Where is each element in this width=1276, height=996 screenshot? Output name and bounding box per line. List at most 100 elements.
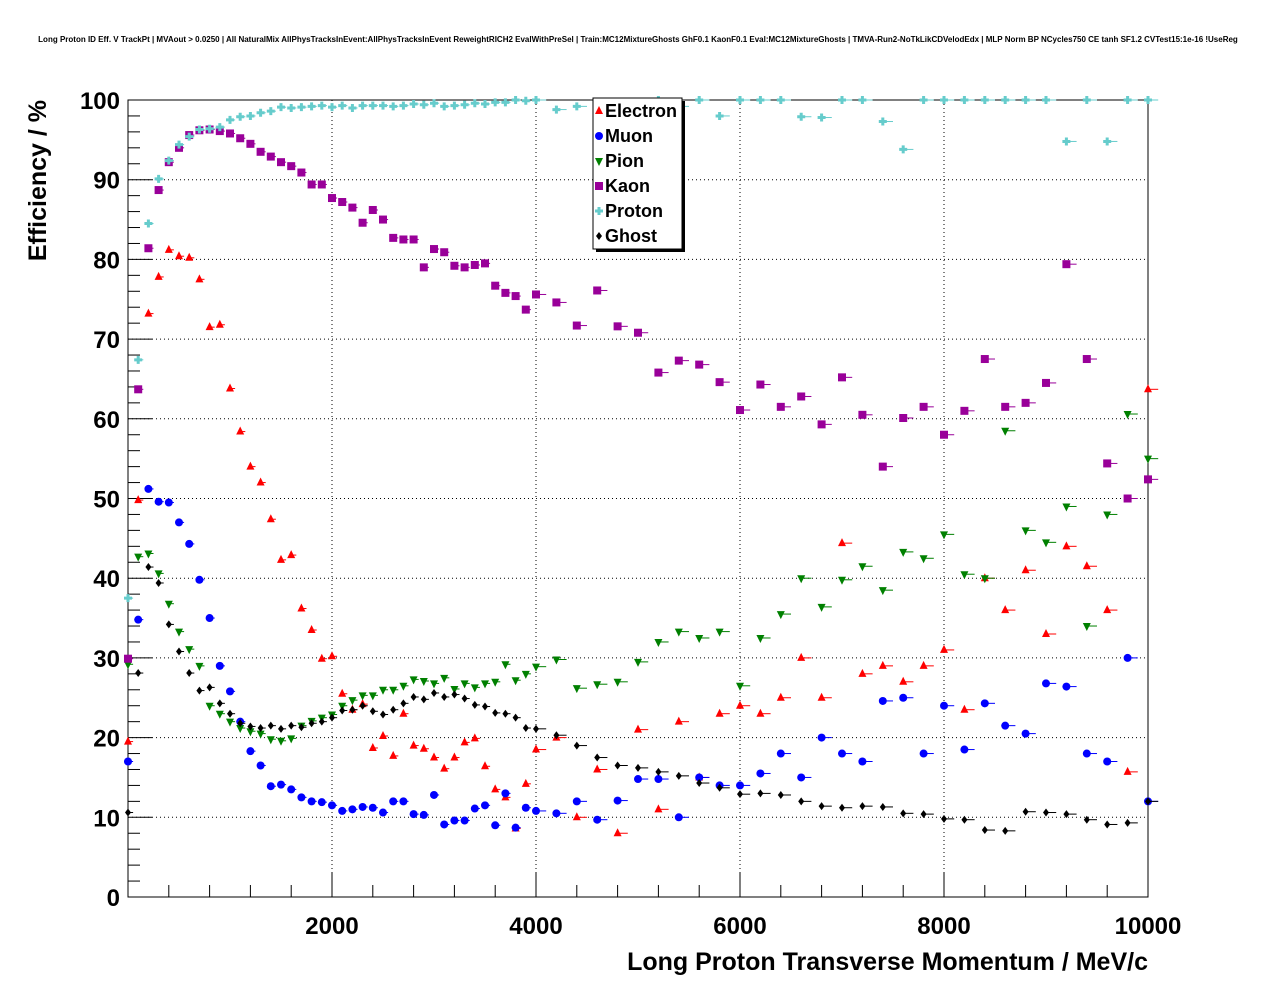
- kaon-point: [277, 158, 285, 167]
- proton-point: [246, 111, 255, 120]
- muon-point: [175, 518, 183, 527]
- legend-marker-ghost: [596, 232, 602, 240]
- pion-point: [246, 728, 255, 737]
- y-tick-label: 90: [93, 168, 120, 195]
- ghost-point: [431, 688, 437, 697]
- ghost-point: [339, 706, 346, 715]
- kaon-point: [481, 259, 489, 268]
- proton-point: [695, 96, 704, 104]
- muon-point: [205, 614, 214, 623]
- pion-point: [185, 646, 194, 655]
- electron-point: [940, 644, 948, 653]
- ghost-point: [1124, 818, 1131, 827]
- muon-point: [195, 575, 204, 584]
- kaon-point: [389, 233, 398, 242]
- kaon-point: [460, 263, 469, 272]
- electron-point: [1021, 565, 1030, 574]
- ghost-point: [961, 815, 968, 824]
- pion-point: [858, 563, 867, 572]
- proton-point: [756, 96, 765, 104]
- y-tick-label: 40: [93, 566, 120, 593]
- ghost-point: [1083, 815, 1090, 824]
- kaon-point: [817, 420, 826, 429]
- muon-point: [328, 801, 336, 810]
- muon-point: [521, 803, 530, 812]
- pion-point: [266, 736, 275, 745]
- proton-point: [419, 100, 428, 109]
- pion-point: [1123, 411, 1132, 420]
- x-axis-label: Long Proton Transverse Momentum / MeV/c: [627, 948, 1148, 976]
- ghost-point: [900, 809, 907, 818]
- electron-point: [776, 692, 785, 701]
- ghost-point: [920, 810, 927, 819]
- proton-point: [368, 101, 377, 110]
- electron-point: [634, 724, 642, 733]
- pion-point: [144, 550, 153, 559]
- proton-point: [817, 113, 826, 122]
- kaon-point: [226, 129, 234, 138]
- proton-point: [440, 102, 449, 111]
- kaon-point: [858, 410, 867, 419]
- proton-point: [715, 111, 724, 120]
- pion-point: [134, 553, 143, 562]
- muon-point: [736, 781, 744, 790]
- pion-point: [756, 634, 765, 643]
- muon-point: [450, 816, 459, 825]
- electron-point: [491, 784, 500, 793]
- x-tick-label: 4000: [509, 913, 562, 940]
- ghost-point: [798, 797, 805, 806]
- electron-point: [277, 554, 285, 563]
- legend-label-ghost: Ghost: [605, 226, 657, 246]
- legend-marker-pion: [595, 158, 603, 166]
- proton-point: [940, 96, 948, 104]
- ghost-point: [522, 724, 529, 733]
- pion-point: [776, 611, 785, 620]
- kaon-point: [307, 180, 316, 189]
- proton-point: [919, 96, 928, 104]
- y-tick-label: 10: [93, 805, 120, 832]
- ghost-point: [757, 789, 764, 798]
- pion-point: [715, 628, 724, 637]
- kaon-point: [409, 235, 418, 244]
- pion-point: [348, 697, 357, 706]
- pion-point: [511, 677, 520, 686]
- electron-point: [246, 461, 255, 470]
- pion-point: [532, 663, 540, 672]
- muon-point: [164, 498, 173, 507]
- muon-point: [797, 773, 806, 782]
- muon-point: [256, 761, 265, 770]
- ghost-point: [655, 767, 662, 776]
- pion-point: [409, 676, 418, 685]
- kaon-point: [430, 245, 438, 254]
- muon-point: [348, 805, 357, 814]
- muon-point: [440, 820, 449, 829]
- pion-point: [154, 570, 163, 579]
- proton-point: [134, 355, 143, 364]
- electron-point: [328, 651, 336, 660]
- electron-point: [1123, 766, 1132, 775]
- muon-point: [613, 796, 622, 805]
- kaon-point: [236, 134, 245, 143]
- proton-point: [338, 101, 347, 110]
- ghost-point: [318, 717, 325, 726]
- ghost-point: [165, 620, 172, 629]
- pion-point: [164, 600, 173, 609]
- ghost-point: [502, 709, 509, 718]
- electron-point: [144, 308, 153, 317]
- electron-point: [532, 744, 540, 753]
- ghost-point: [675, 771, 682, 780]
- muon-point: [960, 745, 969, 754]
- electron-point: [450, 752, 459, 761]
- ghost-point: [206, 683, 213, 692]
- electron-point: [389, 750, 398, 759]
- kaon-point: [511, 292, 520, 301]
- kaon-point: [368, 205, 377, 214]
- ghost-point: [267, 721, 274, 730]
- pion-point: [797, 575, 806, 584]
- muon-point: [1082, 749, 1091, 758]
- electron-point: [838, 538, 846, 547]
- electron-point: [878, 660, 887, 669]
- muon-point: [878, 696, 887, 705]
- electron-point: [399, 708, 408, 717]
